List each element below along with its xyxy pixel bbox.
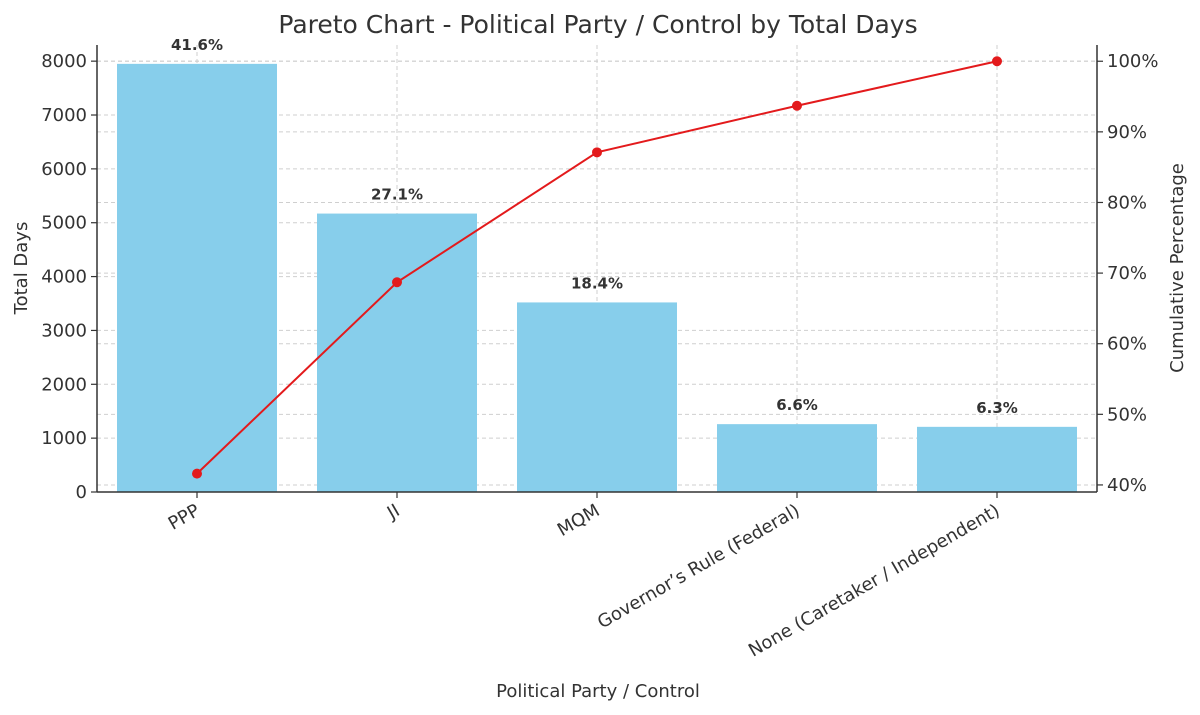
y2-tick-label: 40% <box>1107 475 1147 496</box>
cumulative-point <box>992 56 1002 67</box>
bar <box>517 302 677 492</box>
y-tick-label: 4000 <box>41 267 87 288</box>
bar-data-label: 6.6% <box>776 396 818 414</box>
bar-data-label: 41.6% <box>171 36 223 54</box>
y2-tick-label: 80% <box>1107 192 1147 213</box>
bar <box>717 424 877 492</box>
cumulative-line-layer <box>192 56 1002 479</box>
bar <box>317 213 477 492</box>
y-tick-label: 8000 <box>41 51 87 72</box>
bar-data-label: 27.1% <box>371 186 423 204</box>
bar-data-label: 18.4% <box>571 274 623 292</box>
x-tick-label: Governor’s Rule (Federal) <box>594 500 803 633</box>
chart-title: Pareto Chart - Political Party / Control… <box>278 10 917 39</box>
y-tick-label: 2000 <box>41 374 87 395</box>
x-tick-label: MQM <box>554 500 604 541</box>
y-tick-label: 1000 <box>41 428 87 449</box>
cumulative-point <box>592 147 602 158</box>
axes-layer <box>91 45 1103 498</box>
y-tick-label: 6000 <box>41 159 87 180</box>
y-tick-label: 7000 <box>41 105 87 126</box>
x-axis-title: Political Party / Control <box>496 681 700 702</box>
bar-data-label: 6.3% <box>976 399 1018 417</box>
y2-tick-label: 60% <box>1107 334 1147 355</box>
bar <box>117 63 277 492</box>
y-tick-label: 0 <box>76 482 87 503</box>
cumulative-point <box>192 468 202 479</box>
x-tick-label: JI <box>383 500 404 524</box>
y-tick-label: 3000 <box>41 320 87 341</box>
x-tick-label: PPP <box>165 500 204 535</box>
bar <box>917 426 1077 492</box>
y2-tick-label: 90% <box>1107 122 1147 143</box>
y-axis-title: Total Days <box>11 222 32 316</box>
y2-tick-label: 70% <box>1107 263 1147 284</box>
y-tick-label: 5000 <box>41 213 87 234</box>
cumulative-point <box>792 100 802 111</box>
y2-tick-label: 50% <box>1107 404 1147 425</box>
y2-tick-label: 100% <box>1107 51 1158 72</box>
cumulative-point <box>392 277 402 288</box>
bars-layer <box>117 63 1077 492</box>
y2-axis-title: Cumulative Percentage <box>1167 163 1188 373</box>
